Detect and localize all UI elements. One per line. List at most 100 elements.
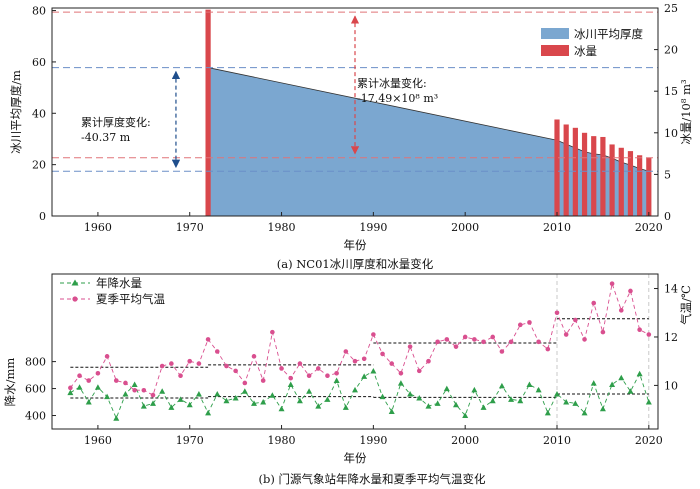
legend-label-temp: 夏季平均气温 (96, 292, 165, 306)
temp-point (453, 344, 459, 349)
temp-point (472, 337, 477, 342)
y-left-tick-label: 20 (32, 159, 46, 172)
temp-point (343, 349, 349, 354)
volume-bar (618, 147, 624, 216)
panel-a-frame (51, 7, 659, 217)
x-tick-label: 2010 (543, 434, 571, 447)
y-right-tick-label: 20 (664, 44, 678, 57)
temp-point (609, 281, 615, 286)
volume-bar (563, 124, 569, 216)
temp-point (352, 358, 358, 364)
temp-point (187, 358, 193, 364)
temp-point (123, 380, 128, 386)
thickness-change-value: -40.37 m (81, 131, 131, 144)
precip-point (94, 384, 101, 390)
temp-point (104, 354, 110, 359)
volume-bar (572, 127, 578, 216)
precip-point (388, 408, 395, 414)
precip-point (370, 368, 377, 374)
temp-point (545, 346, 551, 352)
precip-point (205, 409, 212, 416)
precip-point (342, 404, 349, 410)
precip-point (113, 415, 120, 421)
temp-point (196, 361, 202, 366)
temp-point (517, 322, 523, 328)
temp-point (270, 329, 275, 335)
precip-point (214, 390, 221, 397)
legend-marker-temp (72, 296, 78, 302)
temp-point (233, 368, 238, 374)
y-left-tick-label: 800 (25, 356, 46, 369)
precip-point (278, 405, 285, 412)
volume-bar (205, 9, 211, 216)
x-tick-label: 1990 (359, 434, 387, 447)
panel-a-plot-area (52, 9, 658, 216)
precip-point (590, 380, 597, 386)
temp-point (169, 361, 174, 366)
panel-a-xlabel: 年份 (344, 238, 367, 252)
precip-point (67, 389, 74, 396)
temp-point (371, 332, 376, 337)
volume-bar (600, 136, 606, 216)
y-right-tick-label: 12 (664, 331, 678, 344)
temp-point (288, 375, 294, 381)
precip-point (140, 403, 147, 409)
volume-change-label: 累计冰量变化: (357, 76, 427, 90)
precip-point (85, 399, 92, 405)
temp-point (205, 337, 211, 342)
x-tick-label: 1980 (268, 434, 296, 447)
precip-point (168, 404, 175, 410)
panel-a-legend: 冰川平均厚度 冰量 (541, 27, 643, 58)
precip-point (241, 388, 248, 394)
temp-point (260, 378, 266, 383)
panel-b-xlabel: 年份 (344, 451, 367, 465)
volume-bar (554, 119, 560, 216)
x-tick-label: 2020 (635, 434, 663, 447)
volume-bar (627, 151, 634, 216)
y-left-tick-label: 80 (32, 5, 46, 18)
precip-point (76, 384, 83, 390)
precip-point (425, 403, 432, 409)
temp-point (628, 288, 633, 294)
precip-point (159, 388, 166, 394)
precip-point (609, 381, 616, 388)
temp-point (536, 339, 541, 345)
temp-point (68, 385, 73, 391)
temp-point (600, 329, 606, 335)
precip-point (122, 390, 129, 397)
precip-point (554, 390, 560, 397)
precip-point (223, 397, 230, 404)
y-left-tick-label: 40 (32, 107, 46, 120)
x-tick-label: 1960 (84, 221, 112, 234)
volume-change-value: -17.49×10⁸ m³ (357, 92, 438, 105)
temp-point (426, 358, 431, 364)
x-tick-label: 1990 (359, 221, 387, 234)
panel-b-frame (51, 273, 659, 430)
precip-point (498, 382, 505, 389)
precip-point (416, 395, 423, 401)
precip-point (434, 400, 441, 406)
temp-point (591, 300, 597, 306)
panel-b-caption: (b) 门源气象站年降水量和夏季平均气温变化 (259, 472, 486, 486)
y-left-tick-label: 60 (32, 56, 46, 69)
precip-point (333, 377, 340, 383)
temp-point (113, 378, 119, 383)
precip-point (379, 393, 386, 400)
precip-point (544, 409, 551, 416)
precip-point (186, 401, 193, 408)
panel-a-ylabel-left: 冰川平均厚度/m (9, 70, 23, 154)
x-tick-label: 2010 (543, 221, 571, 234)
y-right-tick-label: 14 (664, 283, 678, 296)
precip-point (195, 390, 202, 397)
precip-point (287, 381, 294, 388)
panel-b-ylabel-left: 降水/mm (3, 358, 17, 407)
precip-point (535, 386, 542, 393)
temp-point (150, 392, 156, 398)
precip-point (407, 390, 414, 397)
temp-point (444, 337, 450, 342)
x-tick-label: 1970 (176, 434, 204, 447)
temp-point (325, 373, 330, 379)
temp-point (499, 349, 505, 354)
precip-point (177, 396, 184, 402)
